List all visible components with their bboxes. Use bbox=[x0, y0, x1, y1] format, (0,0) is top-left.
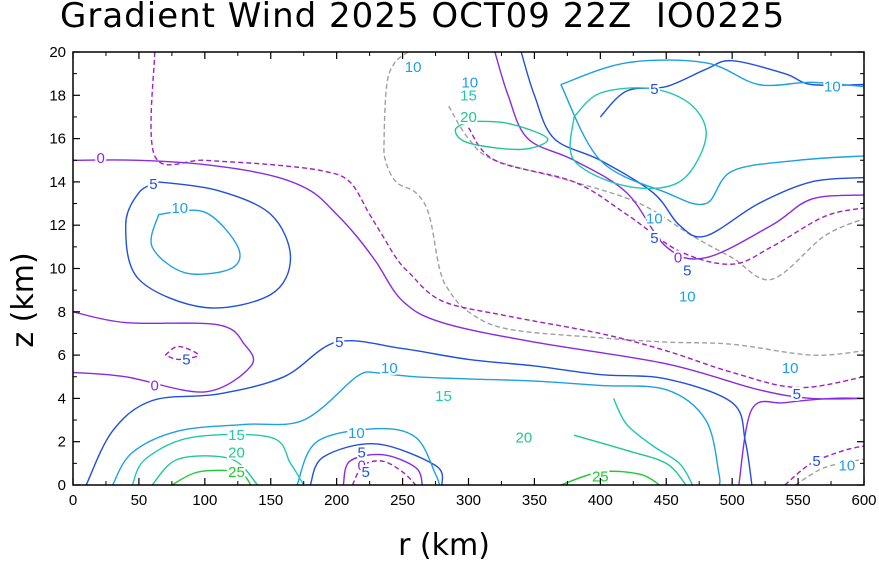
contour-label-30: 5 bbox=[812, 453, 820, 470]
x-axis-label: r (km) bbox=[398, 528, 490, 561]
contour-label-4: 5 bbox=[650, 81, 658, 98]
y-tick-label-6: 6 bbox=[58, 347, 66, 364]
contour-label-11: 0 bbox=[674, 250, 682, 267]
contour-label-19: 15 bbox=[435, 388, 452, 405]
contour-label-25: 5 bbox=[358, 445, 366, 462]
contour-label-13: 10 bbox=[679, 289, 696, 306]
contour-label-27: 5 bbox=[362, 464, 370, 481]
contour-layer bbox=[72, 51, 865, 486]
y-tick-label-2: 2 bbox=[58, 434, 66, 451]
contour-line-5-14 bbox=[124, 181, 292, 309]
contour-line-10-22 bbox=[560, 59, 865, 88]
contour-line-10-20 bbox=[296, 427, 441, 486]
y-tick-label-18: 18 bbox=[49, 87, 66, 104]
contour-line--5-7 bbox=[164, 345, 199, 361]
contour-label-7: 5 bbox=[149, 176, 157, 193]
contour-label-2: 15 bbox=[460, 87, 477, 104]
x-tick-label-450: 450 bbox=[654, 492, 679, 509]
contour-line-0-9 bbox=[72, 311, 255, 393]
x-tick-label-0: 0 bbox=[69, 492, 77, 509]
contour-label-16: 0 bbox=[151, 377, 159, 394]
contour-line-5-13 bbox=[520, 51, 865, 238]
y-tick-label-12: 12 bbox=[49, 217, 66, 234]
contour-line-15-25 bbox=[612, 398, 694, 486]
contour-label-20: 5 bbox=[793, 386, 801, 403]
contour-label-31: 10 bbox=[839, 458, 856, 475]
x-tick-label-50: 50 bbox=[131, 492, 148, 509]
y-tick-label-20: 20 bbox=[49, 44, 66, 61]
contour-label-15: 5 bbox=[182, 351, 190, 368]
contour-label-3: 20 bbox=[460, 109, 477, 126]
contour-label-22: 10 bbox=[348, 425, 365, 442]
x-tick-label-250: 250 bbox=[390, 492, 415, 509]
contour-line-5-16 bbox=[309, 443, 444, 486]
contour-label-0: 10 bbox=[405, 59, 422, 76]
contour-line-20-27 bbox=[151, 455, 259, 486]
contour-line-10-23 bbox=[560, 84, 865, 206]
contour-label-9: 10 bbox=[646, 211, 663, 228]
contour-label-23: 20 bbox=[228, 445, 245, 462]
y-tick-label-10: 10 bbox=[49, 261, 66, 278]
contour-line-0-11 bbox=[342, 453, 424, 486]
y-tick-label-14: 14 bbox=[49, 174, 66, 191]
chart-title: Gradient Wind 2025 OCT09 22Z IO0225 bbox=[60, 0, 786, 36]
contour-label-17: 10 bbox=[381, 360, 398, 377]
x-tick-label-150: 150 bbox=[258, 492, 283, 509]
contour-label-6: 0 bbox=[97, 150, 105, 167]
y-tick-label-4: 4 bbox=[58, 390, 66, 407]
y-tick-label-16: 16 bbox=[49, 131, 66, 148]
contour-label-18: 10 bbox=[782, 360, 799, 377]
contour-label-5: 10 bbox=[824, 79, 841, 96]
contour-line--5-5 bbox=[784, 445, 865, 486]
x-tick-label-500: 500 bbox=[720, 492, 745, 509]
contour-label-21: 15 bbox=[228, 427, 245, 444]
contour-label-12: 5 bbox=[683, 263, 691, 280]
x-tick-label-600: 600 bbox=[851, 492, 876, 509]
x-tick-label-100: 100 bbox=[192, 492, 217, 509]
y-tick-label-8: 8 bbox=[58, 304, 66, 321]
contour-line-20-28 bbox=[573, 434, 687, 486]
contour-line--10-2 bbox=[795, 458, 865, 486]
x-tick-label-400: 400 bbox=[588, 492, 613, 509]
contour-label-24: 20 bbox=[516, 429, 533, 446]
contour-line-25-31 bbox=[560, 470, 661, 486]
contour-line-25-30 bbox=[171, 469, 252, 486]
contour-label-29: 25 bbox=[592, 468, 609, 485]
y-tick-label-0: 0 bbox=[58, 477, 66, 494]
contour-label-1: 10 bbox=[461, 74, 478, 91]
contour-label-14: 5 bbox=[335, 334, 343, 351]
contour-line--5-3 bbox=[150, 51, 865, 389]
contour-label-26: 0 bbox=[358, 458, 366, 475]
x-tick-label-550: 550 bbox=[786, 492, 811, 509]
y-axis-label: z (km) bbox=[6, 252, 41, 347]
contour-label-10: 5 bbox=[650, 230, 658, 247]
contour-line-0-8 bbox=[72, 159, 865, 400]
x-tick-label-200: 200 bbox=[324, 492, 349, 509]
contour-line--5-6 bbox=[351, 460, 417, 486]
contour-line-10-21 bbox=[150, 209, 241, 275]
contour-line-20-29 bbox=[454, 120, 549, 151]
contour-line-0-10 bbox=[494, 51, 865, 260]
contour-line-5-15 bbox=[85, 339, 753, 486]
contour-line--10-0 bbox=[383, 51, 865, 356]
contour-line-10-19 bbox=[111, 371, 374, 486]
x-tick-label-350: 350 bbox=[522, 492, 547, 509]
x-tick-label-300: 300 bbox=[456, 492, 481, 509]
contour-line-15-24 bbox=[131, 433, 305, 486]
contour-line-10-18 bbox=[373, 371, 721, 486]
tick-layer: 0 50 100 150 200 250 300 350 400 450 500 550 6000246… bbox=[49, 44, 876, 509]
contour-line-0-12 bbox=[738, 397, 865, 486]
contour-line-5-17 bbox=[599, 59, 865, 118]
contour-label-8: 10 bbox=[171, 200, 188, 217]
contour-line-15-26 bbox=[569, 87, 707, 190]
contour-label-28: 25 bbox=[228, 464, 245, 481]
contour-line--10-1 bbox=[448, 105, 865, 281]
